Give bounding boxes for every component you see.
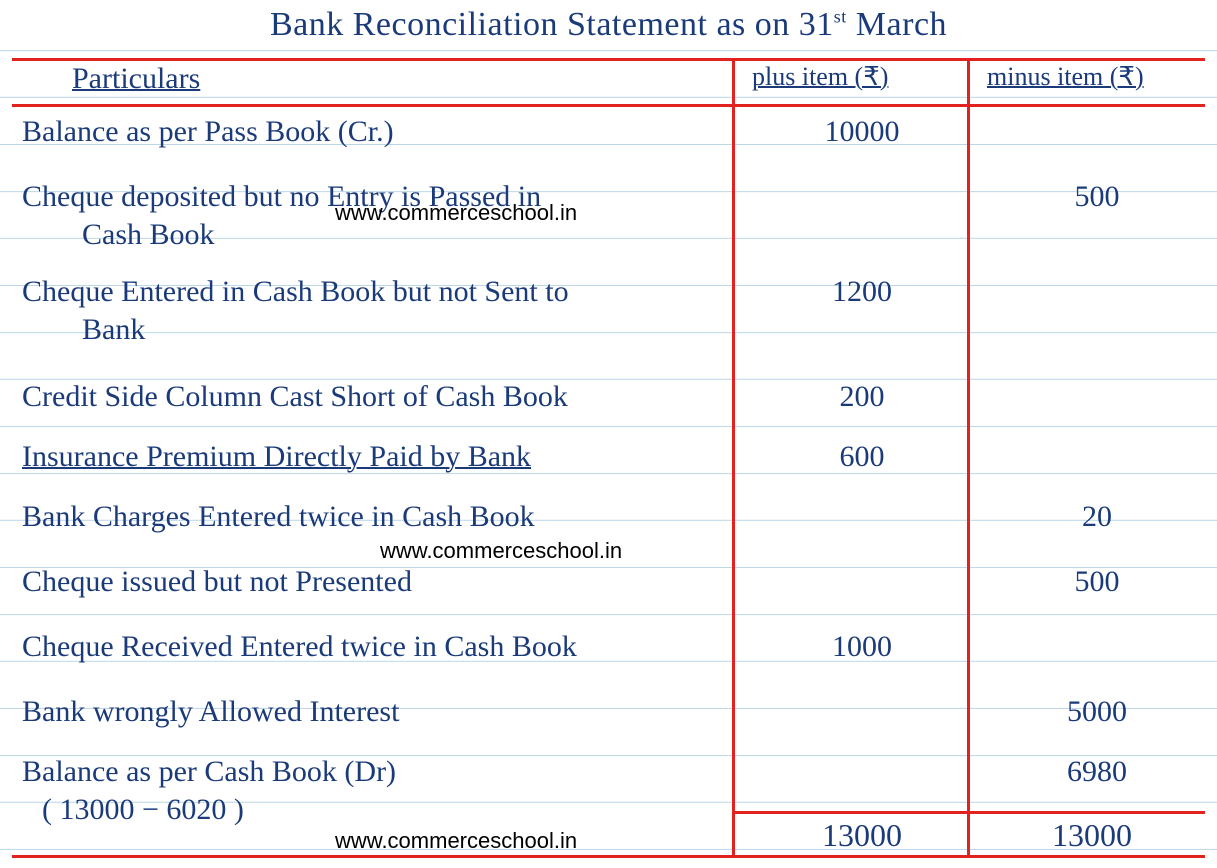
- minus-cell: 500: [997, 563, 1197, 601]
- particulars-cell: Balance as per Cash Book (Dr) ( 13000 − …: [22, 753, 722, 828]
- reconciliation-table: Particulars plus item (₹) minus item (₹)…: [12, 58, 1205, 858]
- particulars-cell: Credit Side Column Cast Short of Cash Bo…: [22, 378, 722, 416]
- total-plus: 13000: [772, 817, 952, 854]
- table-top-border: [12, 58, 1205, 61]
- particulars-line2: Bank: [22, 311, 722, 349]
- particulars-cell: Balance as per Pass Book (Cr.): [22, 113, 722, 151]
- particulars-cell: Insurance Premium Directly Paid by Bank: [22, 438, 722, 476]
- table-totals-divider: [732, 811, 1205, 814]
- header-particulars: Particulars: [72, 62, 200, 96]
- minus-cell: 5000: [997, 693, 1197, 731]
- particulars-cell: Bank Charges Entered twice in Cash Book: [22, 498, 722, 536]
- particulars-line2: ( 13000 − 6020 ): [22, 791, 722, 829]
- plus-cell: 10000: [762, 113, 962, 151]
- plus-cell: 1200: [762, 273, 962, 311]
- watermark-text: www.commerceschool.in: [335, 828, 577, 854]
- title-text-pre: Bank Reconciliation Statement as on 31: [270, 6, 834, 43]
- title-sup: st: [834, 7, 847, 27]
- table-bottom-border: [12, 855, 1205, 858]
- plus-cell: 1000: [762, 628, 962, 666]
- minus-cell: 20: [997, 498, 1197, 536]
- plus-cell: 200: [762, 378, 962, 416]
- particulars-cell: Cheque Entered in Cash Book but not Sent…: [22, 273, 722, 348]
- document-content: Bank Reconciliation Statement as on 31st…: [0, 0, 1217, 868]
- plus-cell: 600: [762, 438, 962, 476]
- watermark-text: www.commerceschool.in: [335, 200, 577, 226]
- particulars-cell: Cheque Received Entered twice in Cash Bo…: [22, 628, 722, 666]
- header-plus-item: plus item (₹): [752, 62, 888, 92]
- minus-cell: 6980: [997, 753, 1197, 791]
- page-title: Bank Reconciliation Statement as on 31st…: [0, 6, 1217, 44]
- particulars-cell: Cheque issued but not Presented: [22, 563, 722, 601]
- particulars-cell: Bank wrongly Allowed Interest: [22, 693, 722, 731]
- table-col-divider-2: [967, 58, 970, 858]
- table-col-divider-1: [732, 58, 735, 858]
- particulars-line1: Balance as per Cash Book (Dr): [22, 755, 396, 788]
- minus-cell: 500: [997, 178, 1197, 216]
- title-text-post: March: [847, 6, 947, 43]
- particulars-line1: Cheque Entered in Cash Book but not Sent…: [22, 275, 569, 308]
- total-minus: 13000: [1002, 817, 1182, 854]
- watermark-text: www.commerceschool.in: [380, 538, 622, 564]
- table-header-underline: [12, 104, 1205, 107]
- header-minus-item: minus item (₹): [987, 62, 1144, 92]
